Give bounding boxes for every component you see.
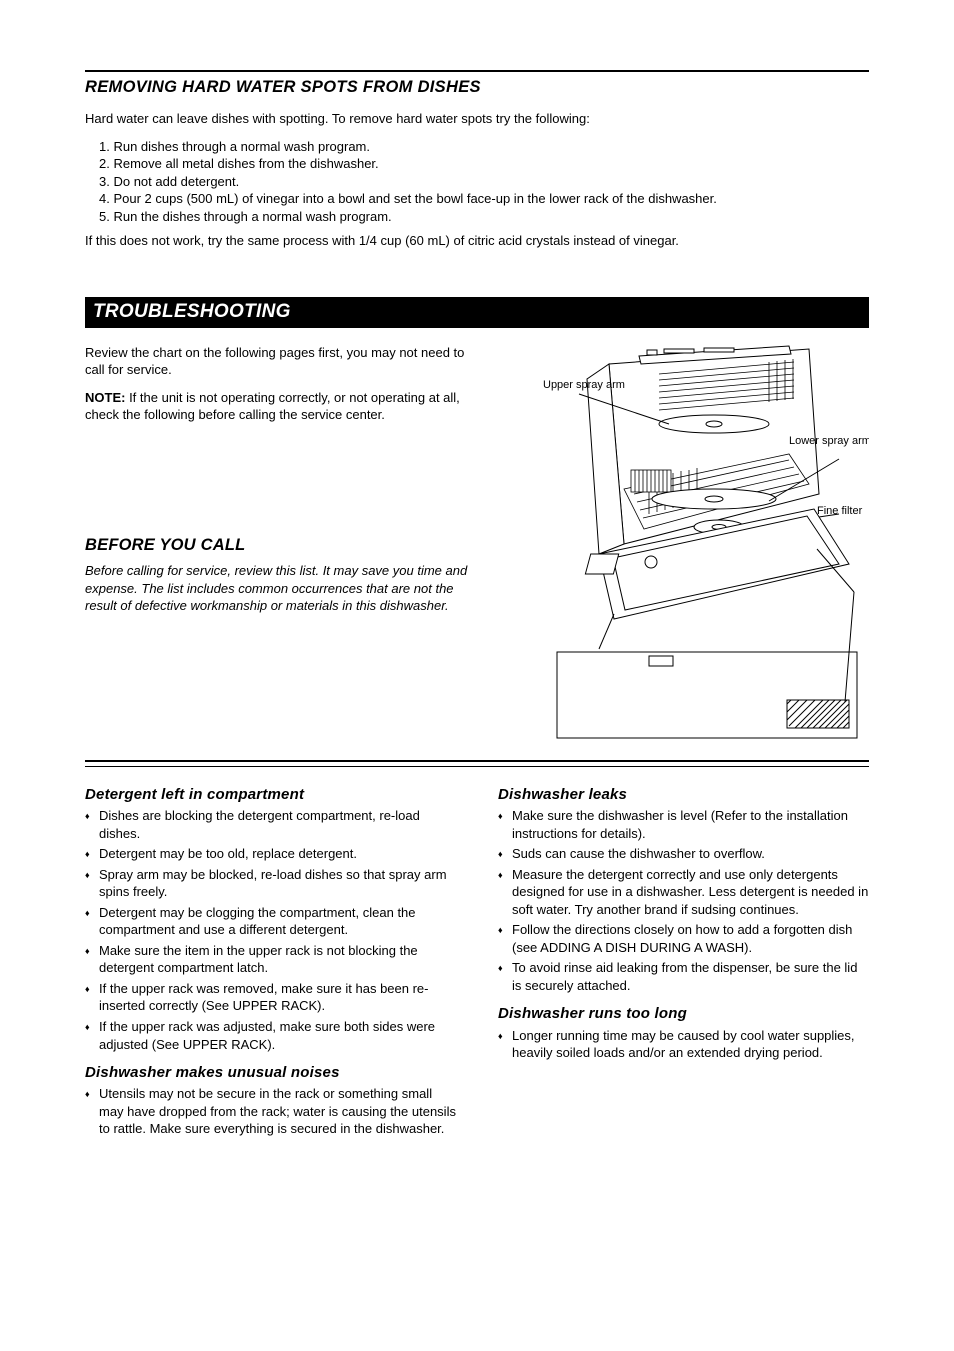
svg-text:model / serial: model / serial	[565, 660, 630, 672]
list-item: Measure the detergent correctly and use …	[498, 866, 869, 919]
problem-title-runslong: Dishwasher runs too long	[498, 1004, 869, 1024]
list-item: Follow the directions closely on how to …	[498, 921, 869, 956]
hardwater-note: If this does not work, try the same proc…	[85, 232, 865, 250]
detergent-list: Dishes are blocking the detergent compar…	[85, 807, 456, 1053]
diagram-label-upper: Upper spray arm	[543, 379, 625, 391]
note-label: NOTE:	[85, 390, 125, 405]
before-you-call-title: BEFORE YOU CALL	[85, 534, 468, 556]
list-item: To avoid rinse aid leaking from the disp…	[498, 959, 869, 994]
troubleshoot-review: Review the chart on the following pages …	[85, 344, 468, 379]
list-item: If the upper rack was adjusted, make sur…	[85, 1018, 456, 1053]
list-item: If the upper rack was removed, make sure…	[85, 980, 456, 1015]
troubleshooting-band: TROUBLESHOOTING	[85, 297, 869, 328]
hardwater-step: 5. Run the dishes through a normal wash …	[99, 208, 869, 226]
hardwater-step: 2. Remove all metal dishes from the dish…	[99, 155, 869, 173]
list-item: Suds can cause the dishwasher to overflo…	[498, 845, 869, 863]
list-item: Spray arm may be blocked, re-load dishes…	[85, 866, 456, 901]
diagram-label-lower: Lower spray arm	[789, 435, 869, 447]
svg-text:rating label: rating label	[725, 713, 779, 725]
hardwater-step: 3. Do not add detergent.	[99, 173, 869, 191]
divider-double	[85, 760, 869, 767]
before-you-call-lead: Before calling for service, review this …	[85, 562, 468, 615]
svg-text:number plate: number plate	[565, 674, 629, 686]
runslong-list: Longer running time may be caused by coo…	[498, 1027, 869, 1062]
noises-list: Utensils may not be secure in the rack o…	[85, 1085, 456, 1138]
list-item: Dishes are blocking the detergent compar…	[85, 807, 456, 842]
rule-top	[85, 70, 869, 72]
list-item: Utensils may not be secure in the rack o…	[85, 1085, 456, 1138]
list-item: Make sure the dishwasher is level (Refer…	[498, 807, 869, 842]
leaks-list: Make sure the dishwasher is level (Refer…	[498, 807, 869, 994]
list-item: Make sure the item in the upper rack is …	[85, 942, 456, 977]
problem-title-noises: Dishwasher makes unusual noises	[85, 1063, 456, 1083]
problem-title-detergent: Detergent left in compartment	[85, 785, 456, 805]
hardwater-steps: 1. Run dishes through a normal wash prog…	[85, 138, 869, 226]
diagram-label-filter: Fine filter	[817, 505, 863, 517]
list-item: Longer running time may be caused by coo…	[498, 1027, 869, 1062]
problem-title-leaks: Dishwasher leaks	[498, 785, 869, 805]
list-item: Detergent may be too old, replace deterg…	[85, 845, 456, 863]
hardwater-step: 1. Run dishes through a normal wash prog…	[99, 138, 869, 156]
hardwater-step: 4. Pour 2 cups (500 mL) of vinegar into …	[99, 190, 869, 208]
hardwater-intro: Hard water can leave dishes with spottin…	[85, 110, 865, 128]
dishwasher-diagram: Upper spray arm Lower spray arm Fine fil…	[539, 344, 869, 744]
note-rest: If the unit is not operating correctly, …	[85, 390, 460, 423]
list-item: Detergent may be clogging the compartmen…	[85, 904, 456, 939]
troubleshoot-note: NOTE: If the unit is not operating corre…	[85, 389, 468, 424]
hardwater-title: REMOVING HARD WATER SPOTS FROM DISHES	[85, 76, 869, 98]
